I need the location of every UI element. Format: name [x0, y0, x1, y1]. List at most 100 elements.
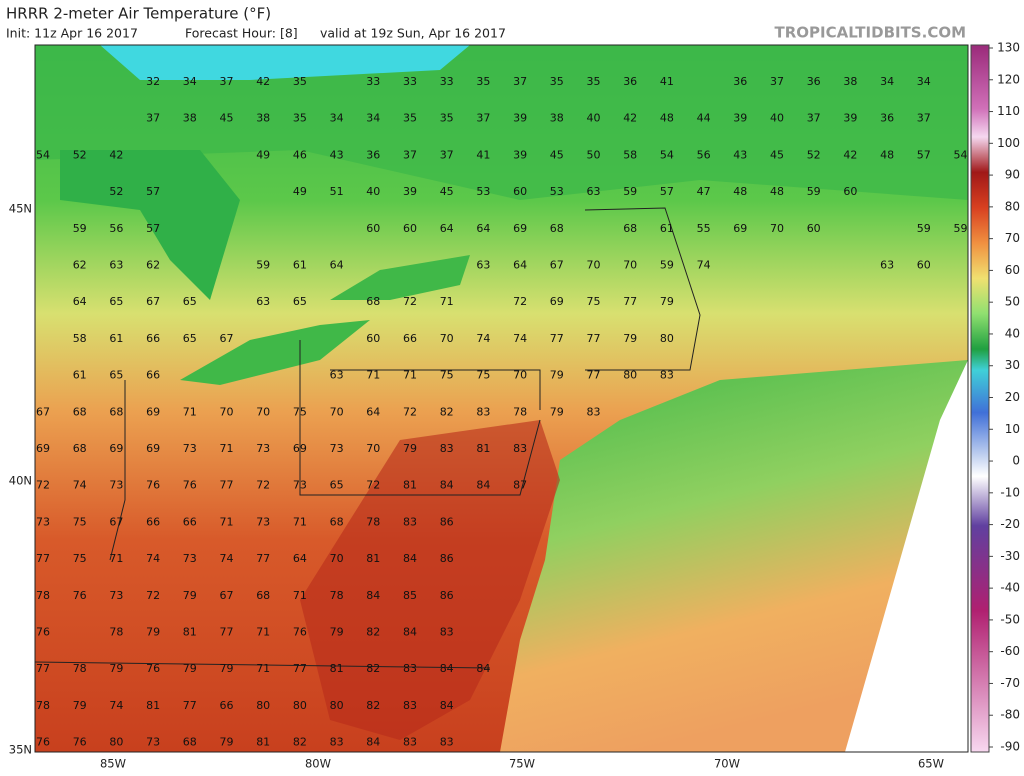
- temperature-label: 84: [366, 589, 380, 602]
- colorbar-label: 90: [1005, 168, 1020, 182]
- temperature-label: 69: [293, 442, 307, 455]
- temperature-label: 84: [440, 699, 454, 712]
- temperature-label: 59: [660, 259, 674, 272]
- colorbar-label: 120: [997, 72, 1020, 86]
- temperature-label: 33: [366, 75, 380, 88]
- temperature-label: 72: [146, 589, 160, 602]
- temperature-label: 34: [366, 112, 380, 125]
- temperature-label: 69: [109, 442, 123, 455]
- temperature-label: 86: [440, 552, 454, 565]
- temperature-label: 82: [366, 626, 380, 639]
- valid-time: valid at 19z Sun, Apr 16 2017: [320, 26, 506, 41]
- colorbar-label: -90: [1000, 740, 1020, 754]
- temperature-label: 39: [733, 112, 747, 125]
- temperature-label: 68: [623, 222, 637, 235]
- temperature-label: 48: [770, 185, 784, 198]
- temperature-label: 70: [587, 259, 601, 272]
- temperature-label: 66: [146, 515, 160, 528]
- temperature-label: 84: [476, 662, 490, 675]
- temperature-label: 73: [256, 515, 270, 528]
- temperature-label: 70: [330, 405, 344, 418]
- temperature-label: 76: [73, 736, 87, 749]
- temperature-label: 36: [733, 75, 747, 88]
- temperature-label: 35: [293, 112, 307, 125]
- temperature-label: 72: [256, 479, 270, 492]
- temperature-label: 80: [293, 699, 307, 712]
- temperature-label: 56: [697, 148, 711, 161]
- temperature-label: 34: [880, 75, 894, 88]
- temperature-label: 33: [440, 75, 454, 88]
- temperature-label: 78: [366, 515, 380, 528]
- temperature-label: 59: [807, 185, 821, 198]
- temperature-label: 82: [366, 662, 380, 675]
- temperature-label: 37: [220, 75, 234, 88]
- hudson-bay: [100, 45, 470, 80]
- temperature-label: 51: [330, 185, 344, 198]
- temperature-label: 37: [476, 112, 490, 125]
- temperature-label: 68: [330, 515, 344, 528]
- temperature-label: 64: [330, 259, 344, 272]
- temperature-label: 78: [36, 589, 50, 602]
- temperature-label: 83: [476, 405, 490, 418]
- temperature-label: 34: [183, 75, 197, 88]
- temperature-label: 69: [550, 295, 564, 308]
- temperature-label: 76: [36, 736, 50, 749]
- temperature-label: 60: [513, 185, 527, 198]
- temperature-label: 81: [146, 699, 160, 712]
- temperature-label: 45: [770, 148, 784, 161]
- temperature-label: 74: [109, 699, 123, 712]
- temperature-label: 43: [733, 148, 747, 161]
- temperature-label: 80: [109, 736, 123, 749]
- colorbar-label: 130: [997, 41, 1020, 55]
- temperature-label: 49: [293, 185, 307, 198]
- colorbar: [970, 44, 990, 753]
- temperature-label: 69: [513, 222, 527, 235]
- temperature-label: 81: [366, 552, 380, 565]
- temperature-label: 80: [256, 699, 270, 712]
- temperature-label: 65: [293, 295, 307, 308]
- latitude-label: 40N: [9, 474, 32, 488]
- temperature-label: 58: [623, 148, 637, 161]
- temperature-label: 72: [36, 479, 50, 492]
- map: [34, 45, 968, 752]
- temperature-label: 44: [697, 112, 711, 125]
- temperature-label: 84: [440, 479, 454, 492]
- temperature-label: 43: [330, 148, 344, 161]
- temperature-label: 70: [623, 259, 637, 272]
- header-bg: [0, 0, 1024, 45]
- temperature-label: 71: [440, 295, 454, 308]
- temperature-label: 82: [440, 405, 454, 418]
- temperature-label: 77: [587, 332, 601, 345]
- colorbar-label: -30: [1000, 549, 1020, 563]
- temperature-label: 42: [256, 75, 270, 88]
- temperature-label: 73: [183, 552, 197, 565]
- lake-ontario: [330, 255, 470, 300]
- temperature-label: 80: [623, 369, 637, 382]
- temperature-label: 75: [73, 552, 87, 565]
- latitude-label: 45N: [9, 202, 32, 216]
- temperature-label: 73: [293, 479, 307, 492]
- temperature-label: 68: [550, 222, 564, 235]
- temperature-label: 83: [403, 662, 417, 675]
- temperature-label: 48: [733, 185, 747, 198]
- temperature-label: 73: [36, 515, 50, 528]
- temperature-label: 34: [917, 75, 931, 88]
- temperature-label: 63: [109, 259, 123, 272]
- temperature-label: 66: [220, 699, 234, 712]
- longitude-label: 85W: [100, 757, 126, 771]
- temperature-label: 74: [73, 479, 87, 492]
- temperature-label: 66: [183, 515, 197, 528]
- temperature-label: 54: [954, 148, 968, 161]
- temperature-label: 60: [403, 222, 417, 235]
- north-field: [35, 45, 968, 200]
- temperature-label: 83: [587, 405, 601, 418]
- colorbar-label: 70: [1005, 231, 1020, 245]
- temperature-label: 78: [73, 662, 87, 675]
- temperature-label: 61: [73, 369, 87, 382]
- temperature-label: 81: [476, 442, 490, 455]
- temperature-label: 57: [917, 148, 931, 161]
- temperature-label: 48: [880, 148, 894, 161]
- credit: TROPICALTIDBITS.COM: [775, 24, 967, 42]
- temperature-label: 76: [36, 626, 50, 639]
- colorbar-label: 80: [1005, 199, 1020, 213]
